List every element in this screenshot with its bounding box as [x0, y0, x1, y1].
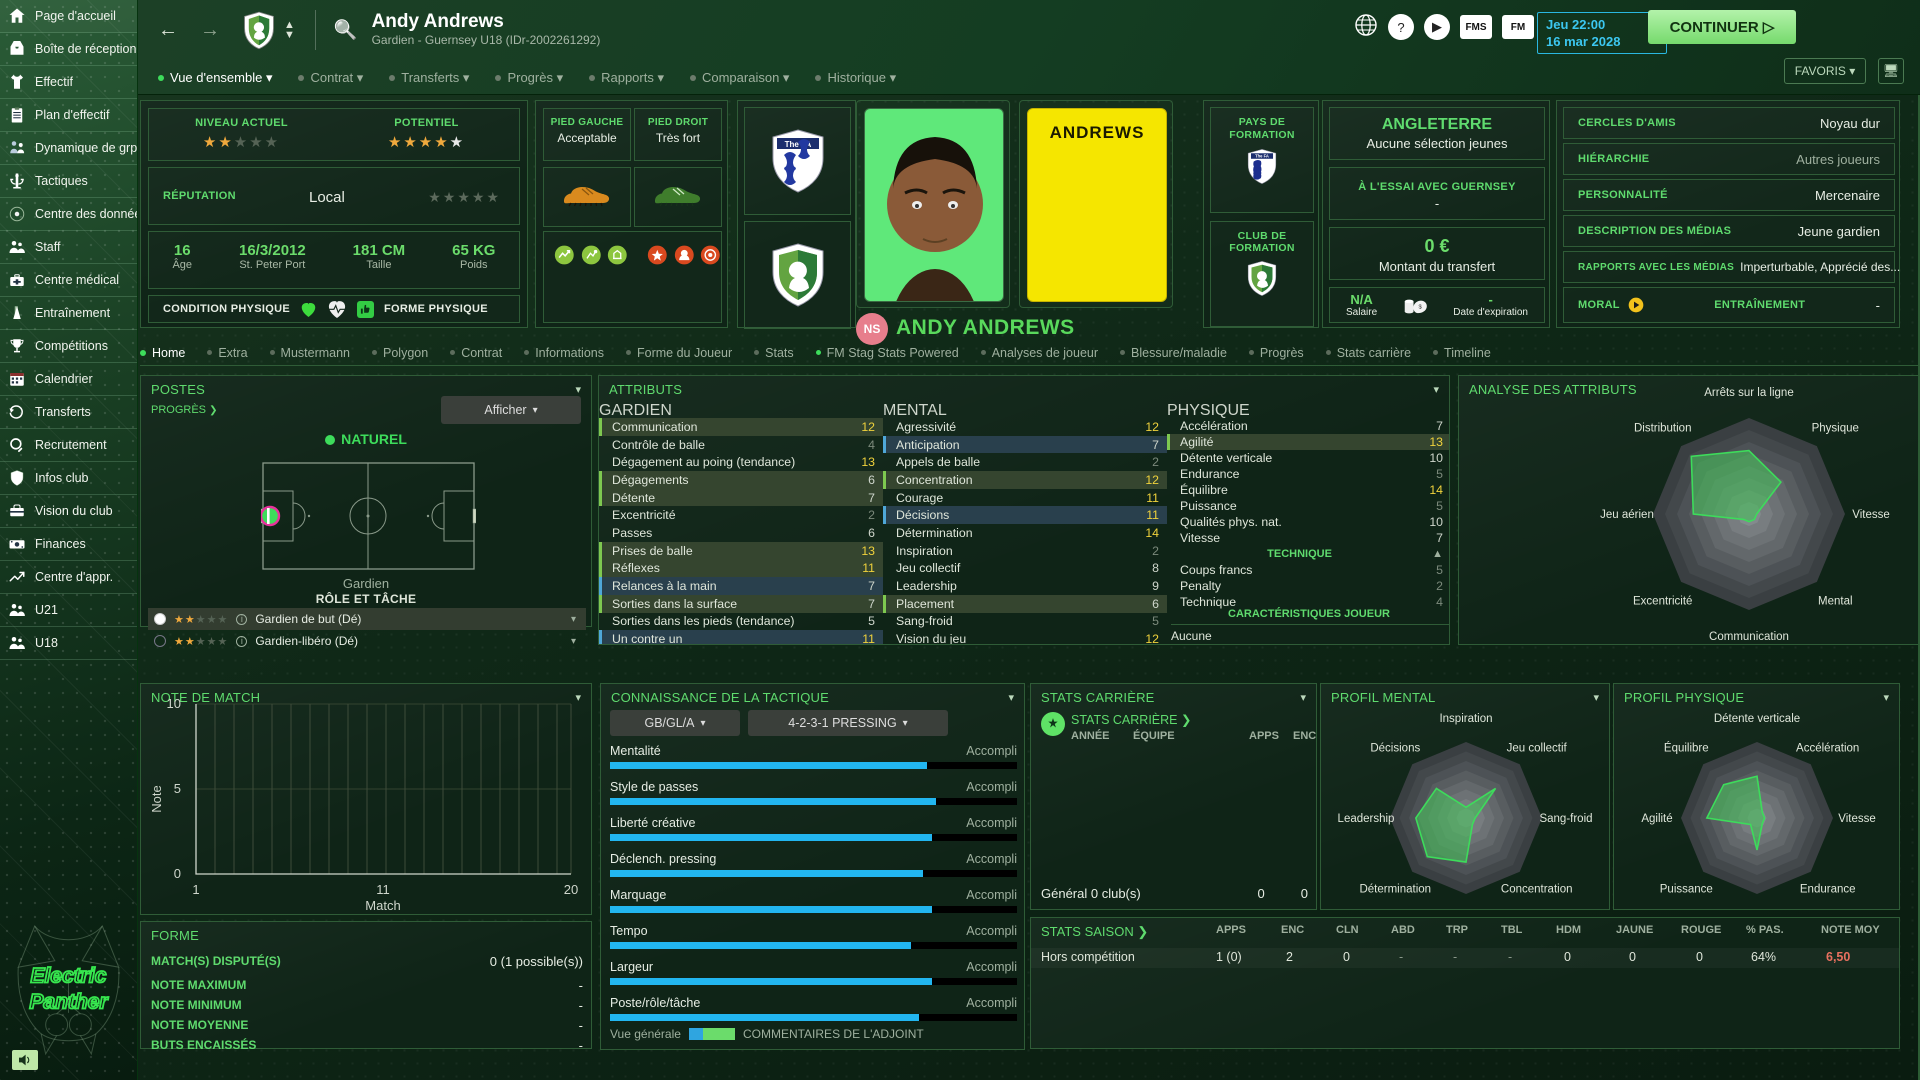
svg-text:5: 5	[174, 781, 181, 796]
svg-text:Détente verticale: Détente verticale	[1714, 713, 1800, 725]
svg-text:Note: Note	[149, 785, 164, 812]
svg-text:Leadership: Leadership	[1338, 813, 1395, 825]
svg-text:Décisions: Décisions	[1370, 742, 1420, 754]
svg-text:Panther: Panther	[29, 990, 109, 1013]
svg-text:Distribution: Distribution	[1634, 423, 1692, 435]
svg-text:Accélération: Accélération	[1796, 742, 1859, 754]
svg-text:10: 10	[167, 696, 181, 711]
svg-text:Concentration: Concentration	[1501, 884, 1573, 896]
svg-text:Agilité: Agilité	[1641, 813, 1672, 825]
svg-text:Jeu aérien: Jeu aérien	[1600, 509, 1654, 521]
svg-text:Excentricité: Excentricité	[1633, 595, 1692, 607]
svg-text:Vitesse: Vitesse	[1838, 813, 1876, 825]
svg-text:1: 1	[192, 882, 199, 897]
svg-text:Physique: Physique	[1812, 423, 1859, 435]
svg-text:20: 20	[564, 882, 578, 897]
svg-text:Match: Match	[365, 898, 400, 913]
svg-text:Équilibre: Équilibre	[1664, 741, 1709, 754]
svg-text:Mental: Mental	[1818, 595, 1853, 607]
svg-text:Sang-froid: Sang-froid	[1539, 813, 1592, 825]
svg-text:Arrêts sur la ligne: Arrêts sur la ligne	[1704, 387, 1793, 399]
svg-text:Puissance: Puissance	[1660, 884, 1713, 896]
svg-text:11: 11	[376, 882, 390, 897]
svg-text:The FA: The FA	[1255, 154, 1269, 159]
svg-text:Communication: Communication	[1709, 631, 1789, 643]
svg-text:0: 0	[174, 866, 181, 881]
svg-text:Inspiration: Inspiration	[1439, 713, 1492, 725]
svg-text:Jeu collectif: Jeu collectif	[1507, 742, 1568, 754]
svg-text:Détermination: Détermination	[1359, 884, 1431, 896]
svg-text:Vitesse: Vitesse	[1852, 509, 1890, 521]
svg-text:Endurance: Endurance	[1800, 884, 1856, 896]
svg-text:Electric: Electric	[31, 965, 107, 988]
